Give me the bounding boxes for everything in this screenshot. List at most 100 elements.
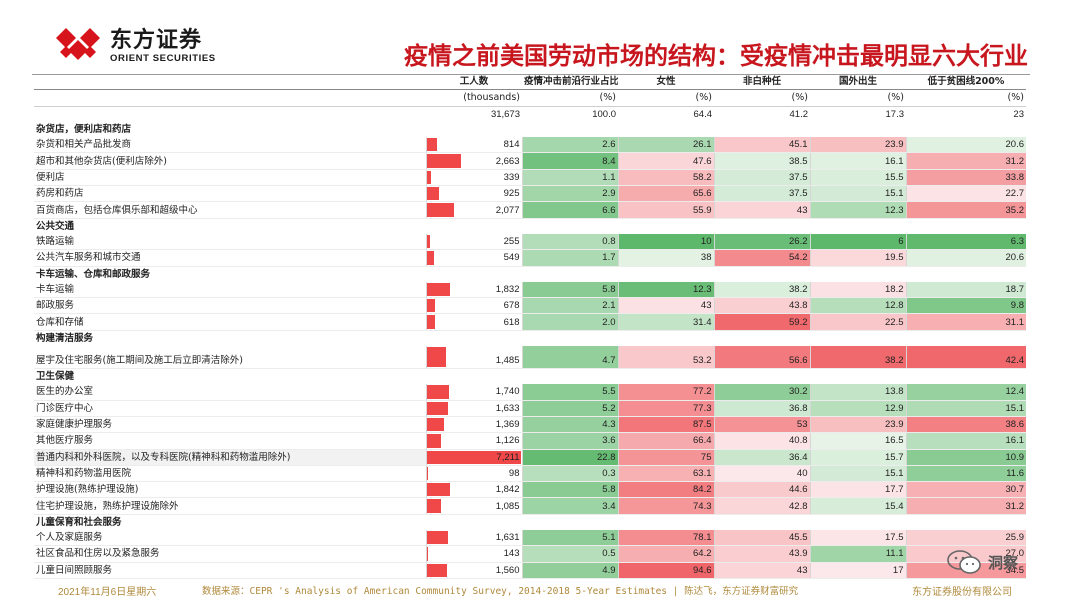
workers-bar [427,450,521,464]
unit-col: (%) [618,89,714,107]
workers-cell: 925 [425,185,522,203]
industry-label: 邮政服务 [34,297,426,315]
workers-cell: 1,485 [425,346,522,370]
unit-col: (%) [906,89,1026,107]
metric-cell: 36.8 [713,400,810,417]
metric-cell: 31.2 [905,152,1026,170]
workers-bar [427,401,448,415]
metric-cell: 38 [617,249,714,267]
metric-cell: 5.5 [521,384,618,401]
metric-cell: 45.5 [713,530,810,547]
metric-cell: 43 [713,201,810,219]
metric-cell: 6.6 [521,201,618,219]
metric-cell: 31.1 [905,313,1026,331]
metric-cell: 26.2 [713,233,810,251]
metric-cell: 10.9 [905,449,1026,466]
workers-value: 1,369 [495,419,520,431]
metric-cell: 12.8 [809,297,906,315]
unit-label [34,89,426,107]
metric-cell: 15.4 [809,497,906,515]
unit-col: (%) [522,89,618,107]
unit-col: (%) [714,89,810,107]
total-value: 23 [1013,108,1024,120]
metric-cell: 4.9 [521,562,618,579]
industry-label: 仓库和存储 [34,313,426,331]
metric-cell: 65.6 [617,185,714,203]
watermark-text: 洞察 [988,553,1019,572]
metric-cell: 17.5 [809,530,906,547]
industry-label: 儿童日间照顾服务 [34,562,426,579]
workers-cell: 1,560 [425,562,522,579]
metric-cell: 4.7 [521,346,618,370]
workers-bar [427,315,435,329]
metric-cell: 12.3 [617,281,714,299]
industry-label: 社区食品和住房以及紧急服务 [34,545,426,563]
section-heading: 儿童保育和社会服务 [36,516,122,528]
workers-value: 1,631 [495,532,520,544]
metric-cell: 6.3 [905,233,1026,251]
workers-cell: 339 [425,169,522,187]
workers-value: 143 [503,548,520,560]
page-title: 疫情之前美国劳动市场的结构：受疫情冲击最明显六大行业 [404,42,1028,70]
workers-bar [427,138,438,152]
metric-cell: 64.2 [617,545,714,563]
metric-cell: 53.2 [617,346,714,370]
workers-value: 98 [508,467,520,479]
metric-cell: 12.3 [809,201,906,219]
metric-cell: 3.6 [521,432,618,450]
metric-cell: 12.4 [905,384,1026,401]
metric-cell: 15.1 [809,465,906,483]
section-heading: 公共交通 [36,220,75,232]
metric-cell: 1.1 [521,169,618,187]
brand-logo: 东方证券 ORIENT SECURITIES [52,26,216,66]
metric-cell: 35.2 [905,201,1026,219]
workers-value: 1,085 [495,500,520,512]
workers-cell: 143 [425,545,522,563]
workers-bar [427,203,454,217]
metric-cell: 20.6 [905,249,1026,267]
header-col: 疫情冲击前沿行业占比 [522,74,618,91]
workers-cell: 814 [425,137,522,154]
unit-col: (thousands) [426,89,522,107]
metric-cell: 1.7 [521,249,618,267]
metric-cell: 43.8 [713,297,810,315]
workers-value: 2,077 [495,204,520,216]
header-col: 非白种任 [714,74,810,91]
metric-cell: 12.9 [809,400,906,417]
workers-cell: 618 [425,313,522,331]
workers-cell: 1,740 [425,384,522,401]
workers-bar [427,251,434,265]
metric-cell: 38.2 [809,346,906,370]
workers-cell: 2,077 [425,201,522,219]
total-value: 17.3 [885,108,905,120]
header-col: 女性 [618,74,714,91]
metric-cell: 4.3 [521,416,618,434]
workers-value: 7,211 [496,451,520,463]
unit-col: (%) [810,89,906,107]
metric-cell: 31.4 [617,313,714,331]
industry-label: 门诊医疗中心 [34,400,426,417]
metric-cell: 40 [713,465,810,483]
industry-label: 家庭健康护理服务 [34,416,426,434]
industry-label: 铁路运输 [34,233,426,251]
workers-value: 814 [503,139,520,151]
workers-bar [427,282,451,297]
metric-cell: 38.2 [713,281,810,299]
footer-source: 数据来源：CEPR 's Analysis of American Commun… [202,586,799,597]
metric-cell: 22.7 [905,185,1026,203]
workers-cell: 255 [425,233,522,251]
metric-cell: 38.5 [713,152,810,170]
metric-cell: 18.7 [905,281,1026,299]
watermark: 洞察 [946,548,1018,576]
metric-cell: 2.0 [521,313,618,331]
metric-cell: 8.4 [521,152,618,170]
metric-cell: 15.1 [809,185,906,203]
workers-bar [427,434,442,448]
metric-cell: 54.2 [713,249,810,267]
workers-bar [427,531,448,545]
industry-label: 杂货和相关产品批发商 [34,137,426,154]
workers-cell: 1,633 [425,400,522,417]
section-heading: 卫生保健 [36,371,75,383]
metric-cell: 75 [617,449,714,466]
industry-label: 便利店 [34,169,426,187]
